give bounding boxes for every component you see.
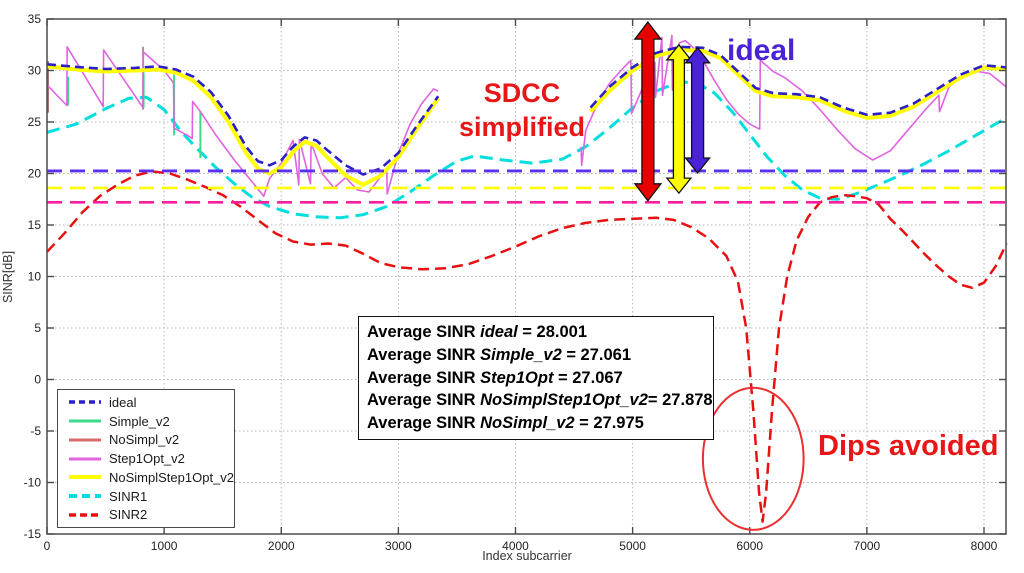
ytick-label-30: 30	[28, 64, 42, 78]
legend-item-ideal: ideal	[68, 394, 234, 411]
xtick-label-6000: 6000	[736, 539, 763, 553]
y-axis-label: SINR[dB]	[1, 251, 15, 303]
sdcc-annotation-line2: simplified	[458, 112, 586, 142]
ytick-label--15: -15	[24, 527, 42, 541]
legend-item-step1opt-v2: Step1Opt_v2	[68, 450, 234, 467]
xtick-label-4000: 4000	[502, 539, 529, 553]
ytick-label-25: 25	[28, 115, 42, 129]
legend-item-sinr1: SINR1	[68, 488, 234, 505]
sdcc-yellow-arrow	[665, 43, 693, 195]
legend-swatch-ideal	[69, 400, 101, 404]
avg-line-nosimplstep1opt-v2: Average SINR NoSimplStep1Opt_v2= 27.878	[367, 391, 713, 410]
axes-frame	[46, 18, 1007, 535]
data-series	[46, 34, 1008, 523]
legend-swatch-nosimpl-v2	[69, 438, 101, 442]
ytick-label-35: 35	[28, 12, 42, 26]
series-SINR1	[46, 80, 1008, 220]
ytick-label-15: 15	[28, 218, 42, 232]
legend-swatch-sinr2	[69, 513, 101, 517]
avg-line-ideal: Average SINR ideal = 28.001	[367, 323, 587, 341]
xtick-label-3000: 3000	[385, 539, 412, 553]
dips-avoided-ellipse	[701, 386, 805, 531]
legend-item-nosimpl-v2: NoSimpl_v2	[68, 431, 234, 448]
legend-item-nosimplstep1opt-v2: NoSimplStep1Opt_v2	[68, 469, 234, 486]
avg-line-nosimpl-v2: Average SINR NoSimpl_v2 = 27.975	[367, 414, 644, 433]
series-NoSimplStep1Opt_v2-seg0	[46, 64, 440, 187]
ytick-label-20: 20	[28, 167, 42, 181]
dip-ellipse	[701, 386, 805, 531]
average-sinr-textbox: Average SINR ideal = 28.001 Average SINR…	[358, 316, 714, 440]
xtick-label-5000: 5000	[619, 539, 646, 553]
grid-lines	[47, 19, 1006, 534]
series-ideal-seg0	[46, 63, 440, 176]
legend-swatch-nosimplstep1opt-v2	[69, 475, 101, 480]
avg-line-step1opt: Average SINR Step1Opt = 27.067	[367, 368, 623, 387]
ytick-label-5: 5	[34, 321, 41, 335]
legend-item-sinr2: SINR2	[68, 506, 234, 523]
series-Step1Opt_v2-seg1	[580, 34, 1008, 167]
sdcc-annotation-line1: SDCC	[483, 78, 561, 108]
xtick-label-7000: 7000	[854, 539, 881, 553]
x-axis-label: Index subcarrier	[482, 549, 572, 563]
ytick-label--5: -5	[30, 424, 41, 438]
ideal-blue-arrow	[684, 46, 711, 175]
legend: ideal Simple_v2 NoSimpl_v2 Step1Opt_v2 N…	[57, 389, 235, 528]
legend-swatch-sinr1	[69, 494, 101, 498]
xtick-label-2000: 2000	[268, 539, 295, 553]
series-NoSimplStep1Opt_v2-seg1	[589, 47, 1007, 120]
avg-line-simple-v2: Average SINR Simple_v2 = 27.061	[367, 345, 632, 364]
ytick-label-10: 10	[28, 270, 42, 284]
xtick-label-8000: 8000	[971, 539, 998, 553]
legend-item-simple-v2: Simple_v2	[68, 413, 234, 430]
legend-swatch-simple-v2	[69, 419, 101, 423]
dips-avoided-annotation: Dips avoided	[818, 430, 999, 462]
series-ideal-seg1	[589, 45, 1007, 117]
xtick-label-0: 0	[44, 539, 51, 553]
xtick-label-1000: 1000	[151, 539, 178, 553]
legend-swatch-step1opt-v2	[69, 457, 101, 460]
ytick-label--10: -10	[24, 476, 42, 490]
ideal-annotation: ideal	[727, 34, 796, 67]
gap-arrows	[633, 21, 711, 202]
sdcc-red-arrow	[633, 21, 663, 202]
sdcc-simplified-annotation: SDCC simplified	[432, 76, 612, 144]
ytick-label-0: 0	[34, 373, 41, 387]
